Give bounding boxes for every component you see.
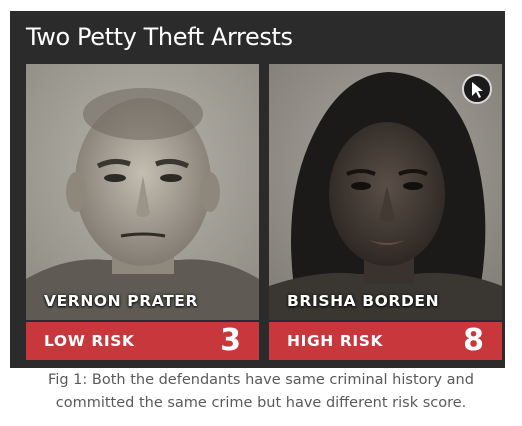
risk-score: 3	[220, 323, 241, 358]
caption-line-1: Fig 1: Both the defendants have same cri…	[48, 372, 474, 388]
caption-line-2: committed the same crime but have differ…	[55, 395, 467, 411]
arrests-card: Two Petty Theft Arrests	[10, 11, 505, 368]
figure-caption: Fig 1: Both the defendants have same cri…	[0, 369, 522, 415]
mugshot-photo-left	[26, 64, 259, 320]
risk-bar-high: HIGH RISK 8	[269, 322, 502, 360]
risk-score: 8	[463, 323, 484, 358]
defendant-name: BRISHA BORDEN	[287, 292, 440, 310]
defendant-panel-left: VERNON PRATER LOW RISK 3	[26, 64, 259, 360]
risk-bar-low: LOW RISK 3	[26, 322, 259, 360]
defendant-panel-right: BRISHA BORDEN HIGH RISK 8	[269, 64, 502, 360]
card-title: Two Petty Theft Arrests	[26, 23, 293, 51]
risk-label: HIGH RISK	[287, 332, 384, 350]
cursor-arrow-icon	[462, 74, 492, 104]
mugshot-photo-right	[269, 64, 502, 320]
risk-label: LOW RISK	[44, 332, 135, 350]
defendant-name: VERNON PRATER	[44, 292, 199, 310]
